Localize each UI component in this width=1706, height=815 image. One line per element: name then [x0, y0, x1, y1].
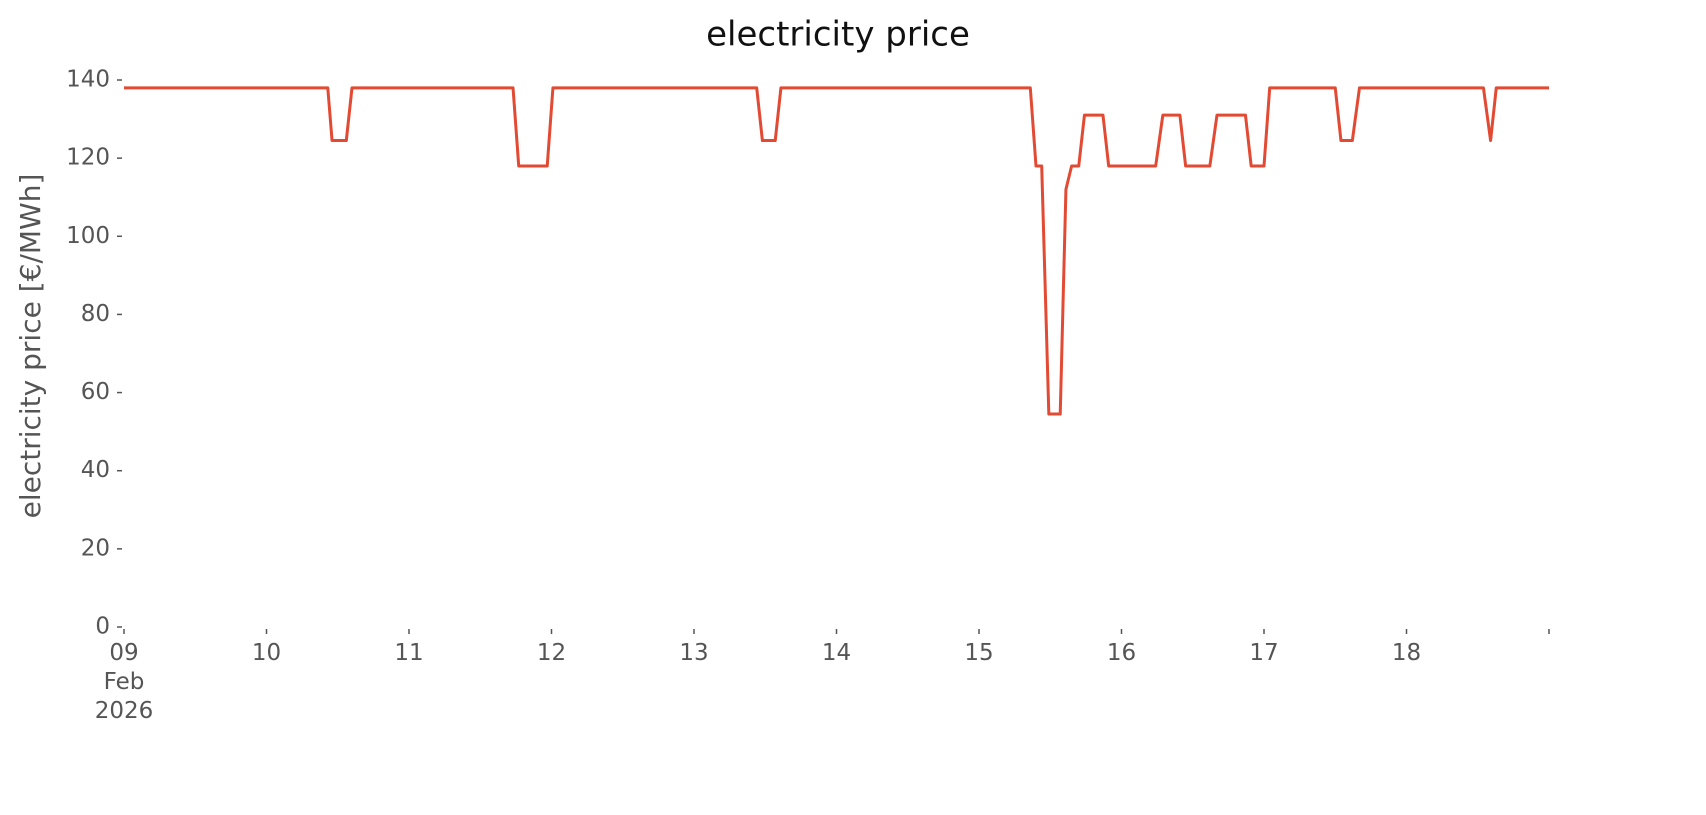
x-tick-label: 10: [251, 640, 282, 666]
x-tick-label: 18: [1391, 640, 1422, 666]
x-tick-label: 12: [536, 640, 567, 666]
x-tick-label: 13: [679, 640, 709, 666]
price-line: [124, 86, 1549, 416]
x-tick-label: 15: [964, 640, 994, 666]
y-tick-label: 100: [66, 223, 110, 249]
x-tick-label: 16: [1106, 640, 1137, 666]
y-tick-label: 140: [66, 67, 110, 93]
y-tick-label: 80: [81, 301, 110, 327]
y-tick-label: 60: [81, 379, 110, 405]
x-tick-label: 11: [394, 640, 424, 666]
y-tick-label: 20: [81, 535, 110, 561]
x-tick-label: 17: [1249, 640, 1279, 666]
y-axis-label: electricity price [€/MWh]: [14, 174, 47, 519]
x-tick-label: 14: [821, 640, 852, 666]
y-tick-label: 120: [66, 145, 110, 171]
y-tick-label: 0: [95, 614, 110, 640]
chart-title: electricity price: [706, 15, 970, 55]
y-tick-label: 40: [81, 457, 110, 483]
x-tick-label: 09 Feb 2026: [94, 640, 154, 724]
